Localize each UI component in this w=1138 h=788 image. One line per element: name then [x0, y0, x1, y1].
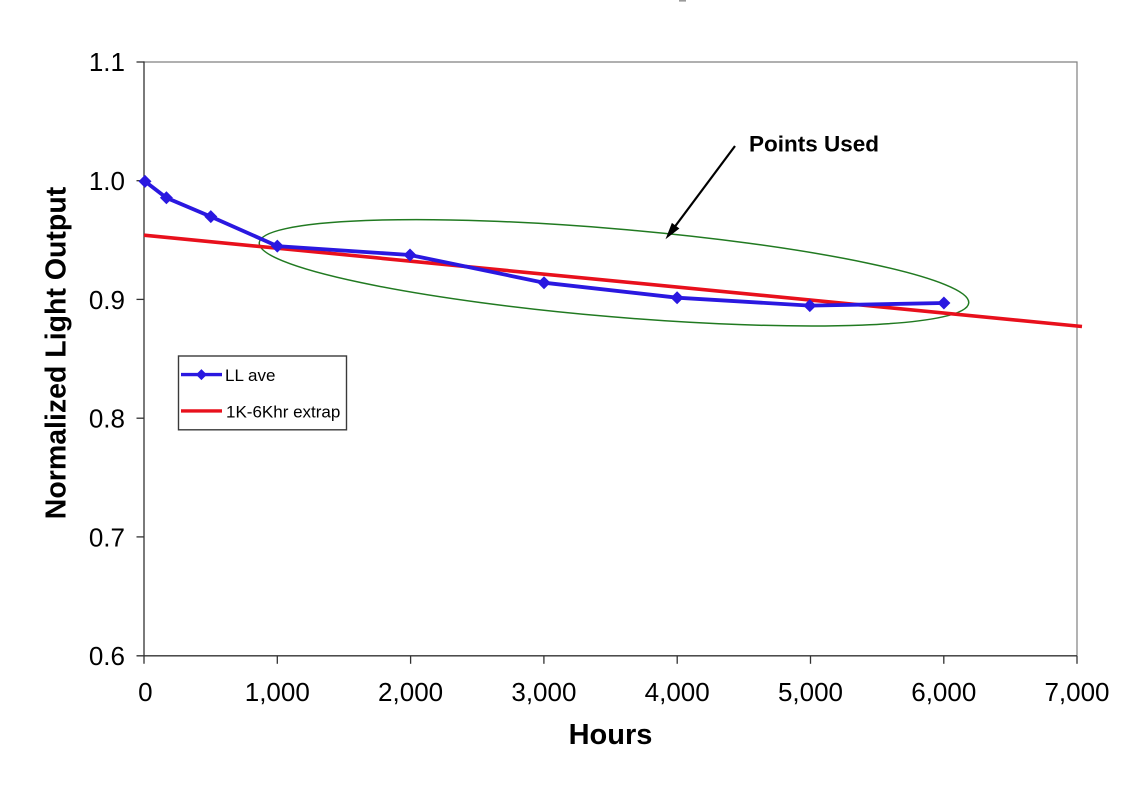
svg-text:1.0: 1.0: [89, 166, 125, 196]
svg-text:7,000: 7,000: [1044, 677, 1109, 707]
svg-text:5,000: 5,000: [778, 677, 843, 707]
svg-text:0: 0: [138, 677, 152, 707]
svg-text:Points Used: Points Used: [749, 131, 879, 156]
svg-text:0.7: 0.7: [89, 522, 125, 552]
svg-text:1,000: 1,000: [245, 677, 310, 707]
svg-text:Hours: Hours: [569, 719, 653, 751]
svg-text:1K-6Khr extrap: 1K-6Khr extrap: [226, 402, 340, 421]
svg-text:Normalized Light Output: Normalized Light Output: [41, 186, 73, 519]
svg-text:2,000: 2,000: [378, 677, 443, 707]
svg-text:0.8: 0.8: [89, 404, 125, 434]
svg-text:LL ave: LL ave: [225, 366, 275, 385]
svg-text:0.6: 0.6: [89, 641, 125, 671]
svg-text:4,000: 4,000: [645, 677, 710, 707]
svg-text:6,000: 6,000: [911, 677, 976, 707]
svg-text:3,000: 3,000: [511, 677, 576, 707]
svg-text:1.1: 1.1: [89, 47, 125, 77]
svg-text:0.9: 0.9: [89, 285, 125, 315]
